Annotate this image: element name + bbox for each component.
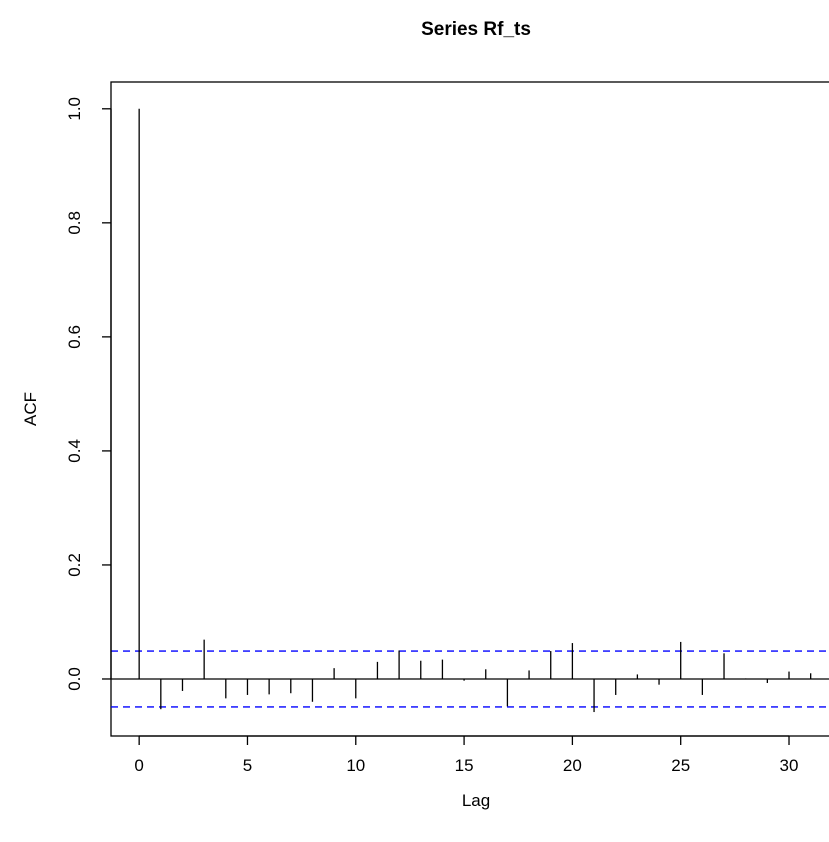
confidence-bounds xyxy=(111,650,829,708)
x-tick-label-20: 20 xyxy=(563,756,582,775)
acf-spikes xyxy=(138,108,812,713)
x-tick-label-25: 25 xyxy=(671,756,690,775)
y-tick-label-2: 0.4 xyxy=(65,439,84,463)
y-tick-label-1: 0.2 xyxy=(65,553,84,577)
y-tick-label-4: 0.8 xyxy=(65,211,84,235)
x-tick-label-10: 10 xyxy=(346,756,365,775)
x-axis: 0 5 10 15 20 25 30 xyxy=(134,735,799,775)
chart-title: Series Rf_ts xyxy=(421,19,531,40)
y-axis-label: ACF xyxy=(21,392,40,426)
y-tick-label-0: 0.0 xyxy=(65,667,84,691)
y-tick-label-5: 1.0 xyxy=(65,97,84,121)
y-tick-label-3: 0.6 xyxy=(65,325,84,349)
x-axis-label: Lag xyxy=(462,791,490,810)
x-tick-label-5: 5 xyxy=(243,756,252,775)
plot-frame xyxy=(110,81,829,737)
y-axis: 0.0 0.2 0.4 0.6 0.8 1.0 xyxy=(65,97,112,691)
x-tick-label-15: 15 xyxy=(455,756,474,775)
x-tick-label-30: 30 xyxy=(780,756,799,775)
x-tick-label-0: 0 xyxy=(134,756,143,775)
